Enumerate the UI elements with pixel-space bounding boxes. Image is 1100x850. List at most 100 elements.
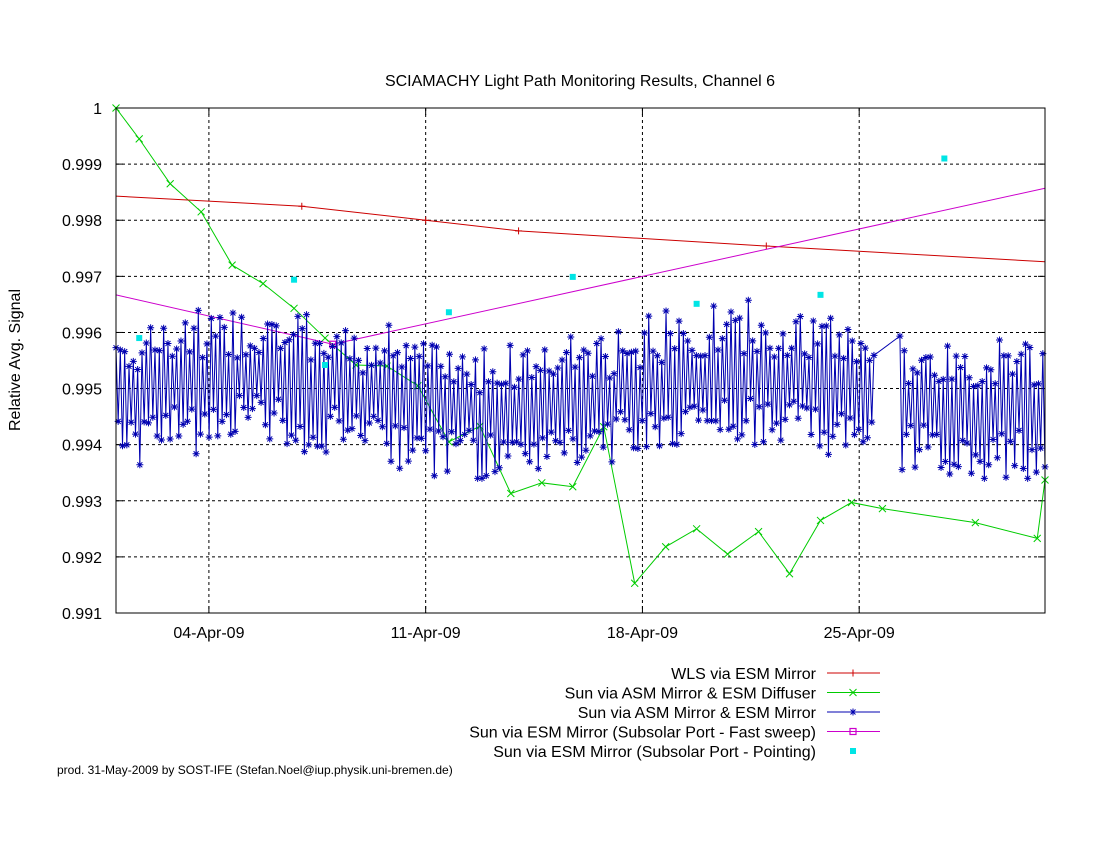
data-point	[478, 474, 486, 482]
data-point	[222, 411, 230, 419]
data-point	[368, 361, 376, 369]
data-point	[740, 350, 748, 358]
data-point	[1000, 352, 1008, 360]
data-point	[833, 420, 841, 428]
data-point	[573, 459, 581, 467]
data-point	[116, 346, 124, 354]
data-point	[1004, 352, 1012, 360]
data-point	[424, 362, 432, 370]
data-point	[138, 349, 146, 357]
data-point	[287, 431, 295, 439]
data-point	[147, 324, 155, 332]
data-point	[560, 449, 568, 457]
data-point	[231, 427, 239, 435]
legend-label: Sun via ASM Mirror & ESM Diffuser	[565, 686, 817, 703]
data-point	[497, 380, 505, 388]
data-point	[796, 313, 804, 321]
data-point	[175, 432, 183, 440]
data-point	[863, 434, 871, 442]
data-point	[430, 472, 438, 480]
data-point	[539, 434, 547, 442]
data-point	[372, 344, 380, 352]
data-point	[944, 342, 952, 350]
data-point	[415, 352, 423, 360]
data-point	[422, 216, 430, 224]
data-point	[129, 357, 137, 365]
data-point	[723, 550, 732, 558]
data-point	[140, 418, 148, 426]
data-point	[508, 438, 516, 446]
y-tick-label: 0.996	[62, 325, 102, 342]
data-point	[816, 516, 825, 525]
data-point	[636, 364, 644, 372]
data-point	[307, 356, 315, 364]
data-point	[290, 331, 298, 339]
data-point	[454, 364, 462, 372]
data-point	[218, 417, 226, 425]
data-point	[417, 434, 425, 442]
data-point	[584, 349, 592, 357]
data-point	[346, 355, 354, 363]
data-point	[506, 489, 515, 498]
data-point	[487, 431, 495, 439]
data-point	[993, 454, 1001, 462]
data-point	[870, 351, 878, 359]
data-point	[595, 428, 603, 436]
data-point	[723, 320, 731, 328]
data-point	[634, 444, 642, 452]
data-point	[788, 344, 796, 352]
data-point	[850, 431, 858, 439]
data-point	[965, 374, 973, 382]
data-point	[926, 353, 934, 361]
data-point	[259, 279, 267, 288]
y-tick-label: 0.995	[62, 382, 102, 399]
data-point	[413, 434, 421, 442]
data-point	[348, 425, 356, 433]
data-point	[905, 379, 913, 387]
data-point	[619, 347, 627, 355]
data-point	[183, 417, 191, 425]
data-point	[281, 338, 289, 346]
data-point	[941, 155, 948, 162]
data-point	[554, 364, 562, 372]
data-point	[831, 352, 839, 360]
data-point	[519, 351, 527, 359]
data-point	[612, 415, 620, 423]
data-point	[435, 427, 443, 435]
data-point	[727, 308, 735, 316]
data-point	[811, 405, 819, 413]
data-point	[456, 437, 464, 445]
data-point	[970, 383, 978, 391]
data-point	[264, 320, 272, 328]
data-point	[432, 343, 440, 351]
data-point	[532, 363, 540, 371]
data-point	[695, 416, 703, 424]
series-layer	[112, 104, 1049, 588]
data-point	[809, 317, 817, 325]
data-point	[521, 450, 529, 458]
data-point	[322, 448, 330, 456]
data-point	[374, 416, 382, 424]
data-point	[398, 363, 406, 371]
data-point	[506, 341, 514, 349]
data-point	[495, 464, 503, 472]
data-point	[568, 482, 577, 491]
data-point	[164, 340, 172, 348]
data-point	[272, 322, 280, 330]
data-point	[220, 323, 228, 331]
data-point	[902, 430, 910, 438]
data-point	[792, 318, 800, 326]
data-point	[526, 458, 534, 466]
data-point	[448, 428, 456, 436]
legend: WLS via ESM Mirror Sun via ASM Mirror & E…	[469, 666, 880, 761]
data-point	[671, 345, 679, 353]
data-point	[931, 371, 939, 379]
series-line	[115, 187, 1046, 345]
data-point	[578, 453, 586, 461]
y-tick-label: 0.992	[62, 550, 102, 567]
data-point	[207, 314, 215, 322]
data-point	[753, 347, 761, 355]
data-point	[402, 342, 410, 350]
data-point	[136, 335, 143, 342]
data-point	[253, 392, 261, 400]
